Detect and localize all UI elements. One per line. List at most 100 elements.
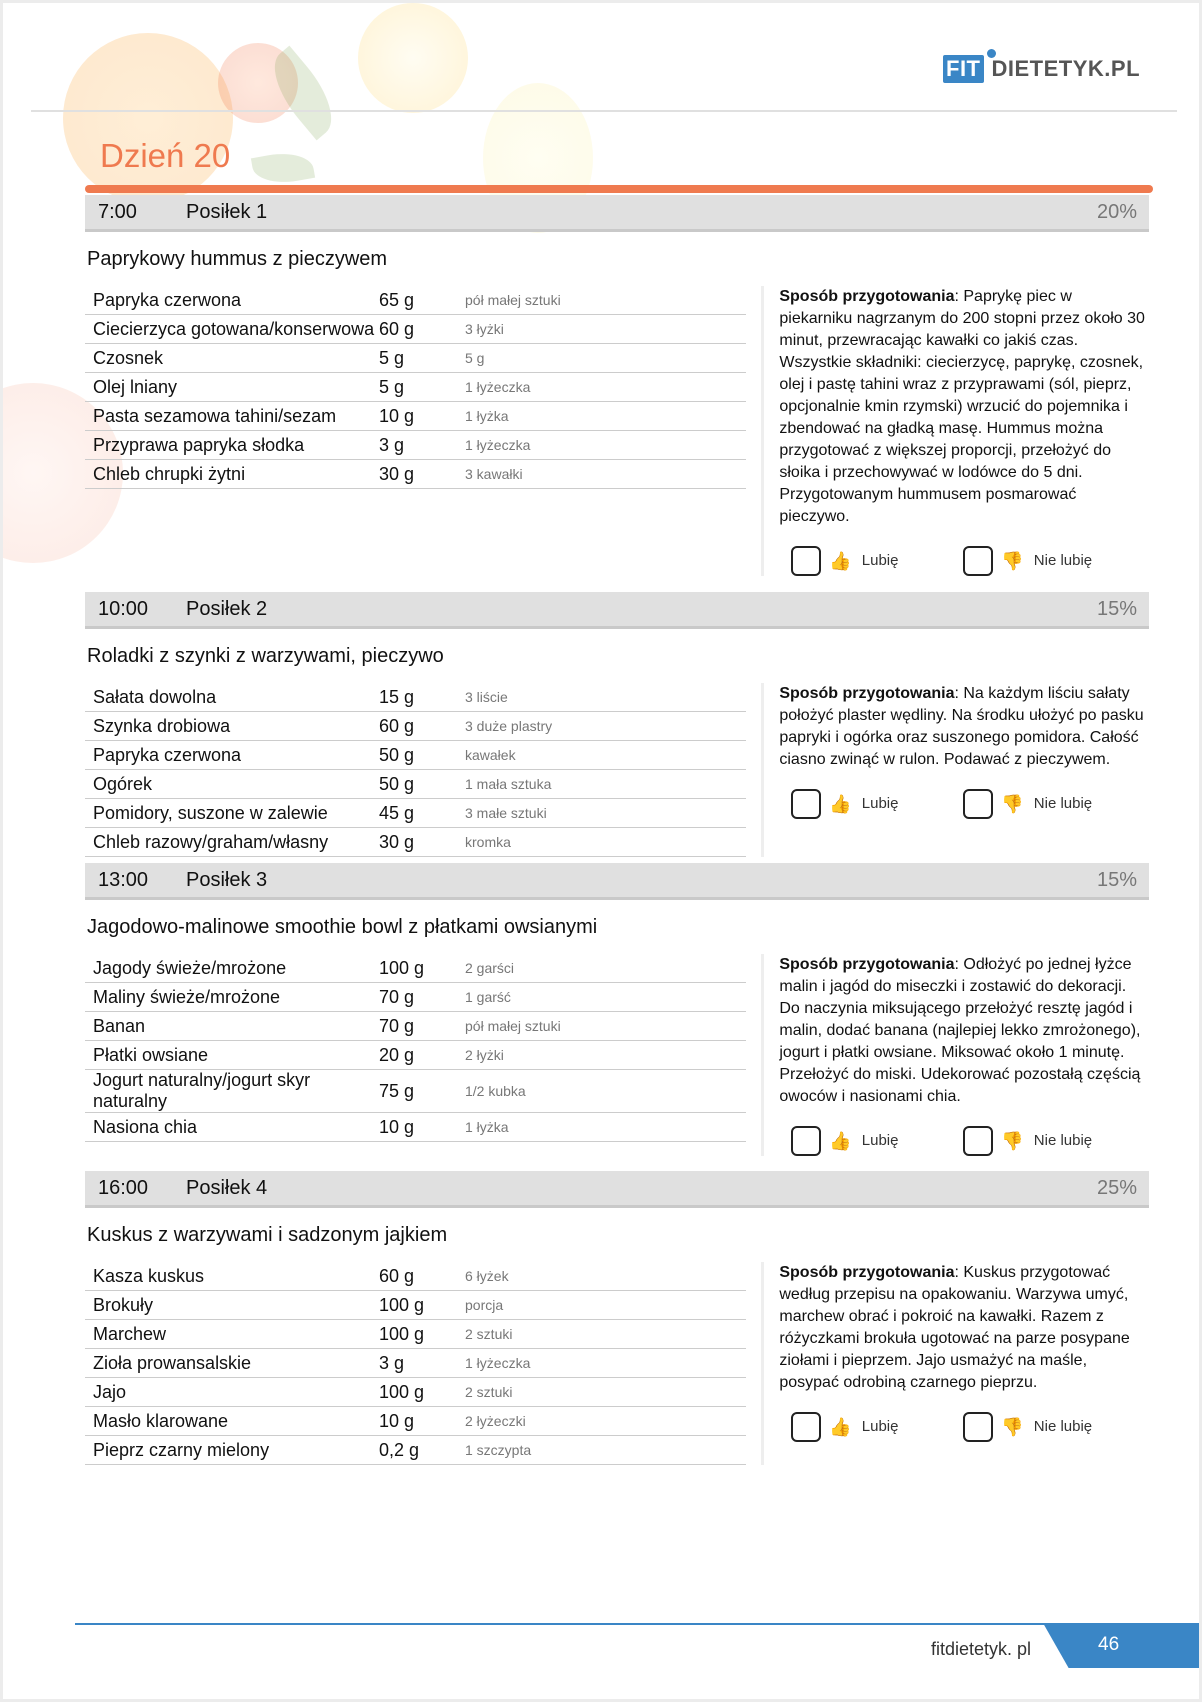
ingredient-row: Maliny świeże/mrożone 70 g 1 garść	[85, 983, 747, 1012]
ingredient-row: Nasiona chia 10 g 1 łyżka	[85, 1113, 747, 1142]
ingredient-row: Brokuły 100 g porcja	[85, 1291, 747, 1320]
like-label: Lubię	[861, 795, 899, 812]
ingredient-row: Pomidory, suszone w zalewie 45 g 3 małe …	[85, 799, 747, 828]
ingredient-amount: 30 g	[379, 831, 415, 852]
ingredient-measure: 1 mała sztuka	[465, 776, 552, 792]
ingredient-name: Płatki owsiane	[93, 1044, 209, 1065]
ingredient-name: Kasza kuskus	[93, 1265, 205, 1286]
ingredient-row: Jajo 100 g 2 sztuki	[85, 1378, 747, 1407]
ingredient-row: Olej lniany 5 g 1 łyżeczka	[85, 373, 747, 402]
meal-header: 10:00 Posiłek 2 15%	[85, 592, 1149, 629]
ingredient-name: Chleb razowy/graham/własny	[93, 831, 329, 852]
ingredient-name: Marchew	[93, 1323, 167, 1344]
ingredient-name: Banan	[93, 1015, 146, 1036]
ingredient-measure: porcja	[465, 1297, 504, 1313]
like-checkbox[interactable]	[791, 1412, 822, 1442]
ingredient-name: Jogurt naturalny/jogurt skyr naturalny	[93, 1070, 311, 1111]
ingredient-name: Masło klarowane	[93, 1410, 229, 1431]
like-checkbox[interactable]	[791, 1126, 822, 1156]
ingredient-amount: 50 g	[379, 773, 415, 794]
meal-section: 7:00 Posiłek 1 20% Paprykowy hummus z pi…	[85, 195, 1149, 576]
ingredient-name: Pieprz czarny mielony	[93, 1439, 270, 1460]
dislike-label: Nie lubię	[1033, 1418, 1093, 1435]
ingredient-measure: 3 liście	[465, 689, 508, 705]
ingredient-row: Chleb chrupki żytni 30 g 3 kawałki	[85, 460, 747, 489]
ingredient-row: Marchew 100 g 2 sztuki	[85, 1320, 747, 1349]
ingredient-measure: 1 łyżeczka	[465, 379, 531, 395]
accent-bar	[85, 185, 1153, 193]
ingredient-row: Banan 70 g pół małej sztuki	[85, 1012, 747, 1041]
header-divider	[31, 110, 1177, 112]
preparation: Sposób przygotowania: Paprykę piec w pie…	[761, 286, 1149, 576]
ingredient-name: Zioła prowansalskie	[93, 1352, 252, 1373]
ingredient-amount: 100 g	[379, 957, 425, 978]
footer-divider	[75, 1623, 1199, 1625]
dislike-checkbox[interactable]	[963, 789, 994, 819]
logo-text: DIETETYK.PL	[991, 56, 1141, 81]
preparation: Sposób przygotowania: Na każdym liściu s…	[761, 683, 1149, 857]
thumbs-down-icon: 👎	[1001, 1131, 1024, 1151]
ingredient-name: Jajo	[93, 1381, 127, 1402]
ingredient-measure: 1 łyżeczka	[465, 437, 531, 453]
ingredient-row: Szynka drobiowa 60 g 3 duże plastry	[85, 712, 747, 741]
dislike-checkbox[interactable]	[963, 546, 994, 576]
ingredient-row: Chleb razowy/graham/własny 30 g kromka	[85, 828, 747, 857]
dislike-checkbox[interactable]	[963, 1412, 994, 1442]
preparation: Sposób przygotowania: Odłożyć po jednej …	[761, 954, 1149, 1156]
ingredient-amount: 5 g	[379, 347, 405, 368]
like-checkbox[interactable]	[791, 789, 822, 819]
like-label: Lubię	[861, 1418, 899, 1435]
meal-name: Posiłek 4	[186, 1177, 268, 1199]
preparation: Sposób przygotowania: Kuskus przygotować…	[761, 1262, 1149, 1465]
ingredient-amount: 0,2 g	[379, 1439, 420, 1460]
ingredient-amount: 100 g	[379, 1381, 425, 1402]
dislike-checkbox[interactable]	[963, 1126, 994, 1156]
ingredient-name: Chleb chrupki żytni	[93, 463, 246, 484]
ingredient-measure: pół małej sztuki	[465, 292, 561, 308]
ingredient-measure: 1 łyżka	[465, 1119, 509, 1135]
ingredient-name: Brokuły	[93, 1294, 154, 1315]
ingredient-amount: 50 g	[379, 744, 415, 765]
ingredient-measure: 3 małe sztuki	[465, 805, 547, 821]
ingredient-amount: 10 g	[379, 1410, 415, 1431]
prep-text: : Odłożyć po jednej łyżce malin i jagód …	[779, 956, 1141, 1105]
like-checkbox[interactable]	[791, 546, 822, 576]
ingredient-name: Pasta sezamowa tahini/sezam	[93, 405, 337, 426]
prep-text: : Kuskus przygotować według przepisu na …	[779, 1264, 1130, 1391]
ingredients-table: Papryka czerwona 65 g pół małej sztuki C…	[85, 286, 747, 576]
ingredient-name: Olej lniany	[93, 376, 178, 397]
meal-header: 7:00 Posiłek 1 20%	[85, 195, 1149, 232]
ingredient-amount: 60 g	[379, 715, 415, 736]
thumbs-up-icon: 👍	[829, 794, 852, 814]
prep-label: Sposób przygotowania	[779, 1264, 955, 1281]
ingredient-measure: kromka	[465, 834, 511, 850]
like-label: Lubię	[861, 1132, 899, 1149]
thumbs-up-icon: 👍	[829, 1131, 852, 1151]
ingredient-measure: kawałek	[465, 747, 516, 763]
ingredient-row: Jagody świeże/mrożone 100 g 2 garści	[85, 954, 747, 983]
dislike-label: Nie lubię	[1033, 552, 1093, 569]
dislike-label: Nie lubię	[1033, 1132, 1093, 1149]
ingredient-measure: 6 łyżek	[465, 1268, 509, 1284]
logo-figure-icon	[987, 49, 996, 58]
ingredient-name: Pomidory, suszone w zalewie	[93, 802, 328, 823]
ingredient-name: Sałata dowolna	[93, 686, 217, 707]
thumbs-down-icon: 👎	[1001, 794, 1024, 814]
prep-text: : Paprykę piec w piekarniku nagrzanym do…	[779, 288, 1145, 525]
prep-text: : Na każdym liściu sałaty położyć plaste…	[779, 685, 1144, 768]
meal-percent: 25%	[1096, 1177, 1137, 1199]
page-number: 46	[1098, 1634, 1120, 1655]
thumbs-up-icon: 👍	[829, 551, 852, 571]
ingredient-measure: 2 łyżki	[465, 1047, 504, 1063]
ingredient-measure: 1 łyżka	[465, 408, 509, 424]
meal-section: 16:00 Posiłek 4 25% Kuskus z warzywami i…	[85, 1171, 1149, 1465]
ingredient-amount: 65 g	[379, 289, 415, 310]
prep-label: Sposób przygotowania	[779, 685, 955, 702]
background-leaf-image	[250, 148, 316, 188]
meal-section: 13:00 Posiłek 3 15% Jagodowo-malinowe sm…	[85, 863, 1149, 1156]
ingredient-row: Kasza kuskus 60 g 6 łyżek	[85, 1262, 747, 1291]
ingredient-amount: 3 g	[379, 1352, 405, 1373]
ingredient-amount: 10 g	[379, 1116, 415, 1137]
ingredient-measure: 1 garść	[465, 989, 511, 1005]
dish-title: Paprykowy hummus z pieczywem	[87, 248, 388, 270]
